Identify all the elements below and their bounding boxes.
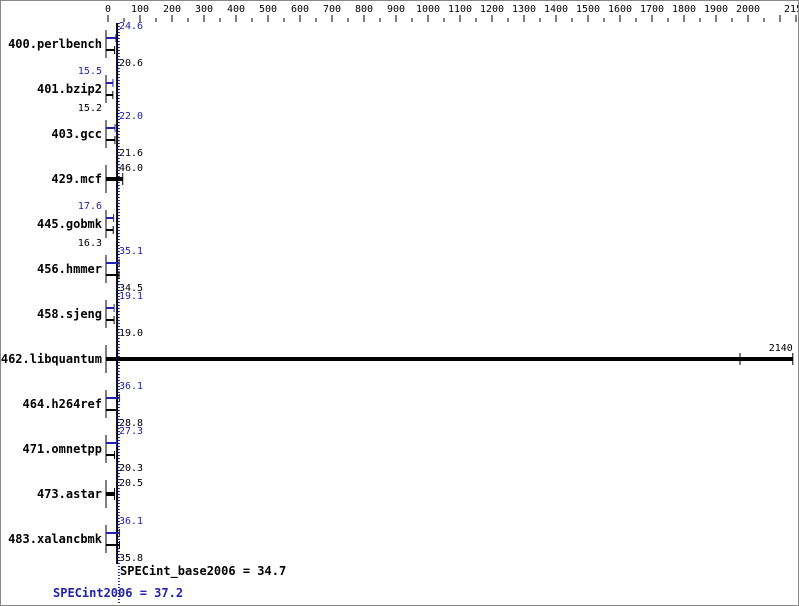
base-value-label: 46.0 xyxy=(119,163,143,174)
base-value-label: 21.6 xyxy=(119,148,143,159)
peak-value-label: 15.5 xyxy=(78,66,102,77)
axis-tick-label: 1500 xyxy=(576,4,600,15)
benchmark-label: 456.hmmer xyxy=(37,262,102,276)
base-value-label: 34.5 xyxy=(119,283,143,294)
benchmark-label: 400.perlbench xyxy=(8,37,102,51)
peak-summary-label: SPECint2006 = 37.2 xyxy=(53,586,184,600)
base-value-label: 16.3 xyxy=(78,238,102,249)
axis-tick-label: 1400 xyxy=(544,4,568,15)
axis-tick-label: 1000 xyxy=(416,4,440,15)
axis-tick-label: 600 xyxy=(291,4,309,15)
peak-value-label: 22.0 xyxy=(119,111,143,122)
axis-tick-label: 200 xyxy=(163,4,181,15)
axis-tick-label: 1900 xyxy=(704,4,728,15)
axis-tick-label: 500 xyxy=(259,4,277,15)
benchmark-label: 471.omnetpp xyxy=(23,442,102,456)
axis-tick-label: 800 xyxy=(355,4,373,15)
peak-value-label: 19.1 xyxy=(119,291,143,302)
axis-tick-label: 1800 xyxy=(672,4,696,15)
benchmark-label: 458.sjeng xyxy=(37,307,102,321)
axis-tick-label: 2150 xyxy=(784,4,799,15)
benchmark-label: 464.h264ref xyxy=(23,397,102,411)
axis-tick-label: 1700 xyxy=(640,4,664,15)
base-value-label: 2140 xyxy=(769,343,793,354)
axis-tick-label: 1600 xyxy=(608,4,632,15)
peak-value-label: 27.3 xyxy=(119,426,143,437)
base-value-label: 15.2 xyxy=(78,103,102,114)
axis-tick-label: 0 xyxy=(105,4,111,15)
peak-value-label: 24.6 xyxy=(119,21,143,32)
base-value-label: 35.8 xyxy=(119,553,143,564)
benchmark-label: 473.astar xyxy=(37,487,102,501)
axis-tick-label: 300 xyxy=(195,4,213,15)
base-summary-label: SPECint_base2006 = 34.7 xyxy=(120,564,287,578)
peak-value-label: 35.1 xyxy=(119,246,143,257)
base-value-label: 19.0 xyxy=(119,328,143,339)
base-value-label: 20.5 xyxy=(119,478,143,489)
axis-tick-label: 2000 xyxy=(736,4,760,15)
benchmark-label: 483.xalancbmk xyxy=(8,532,103,546)
benchmark-label: 445.gobmk xyxy=(37,217,103,231)
benchmark-label: 401.bzip2 xyxy=(37,82,102,96)
axis-tick-label: 700 xyxy=(323,4,341,15)
axis-tick-label: 1100 xyxy=(448,4,472,15)
peak-value-label: 36.1 xyxy=(119,381,143,392)
axis-tick-label: 900 xyxy=(387,4,405,15)
benchmark-label: 403.gcc xyxy=(51,127,102,141)
axis-tick-label: 400 xyxy=(227,4,245,15)
base-value-label: 28.8 xyxy=(119,418,143,429)
axis-tick-label: 1200 xyxy=(480,4,504,15)
benchmark-label: 429.mcf xyxy=(51,172,102,186)
base-value-label: 20.3 xyxy=(119,463,143,474)
benchmark-label: 462.libquantum xyxy=(1,352,102,366)
axis-tick-label: 1300 xyxy=(512,4,536,15)
peak-value-label: 17.6 xyxy=(78,201,102,212)
peak-value-label: 36.1 xyxy=(119,516,143,527)
base-value-label: 20.6 xyxy=(119,58,143,69)
axis-tick-label: 100 xyxy=(131,4,149,15)
